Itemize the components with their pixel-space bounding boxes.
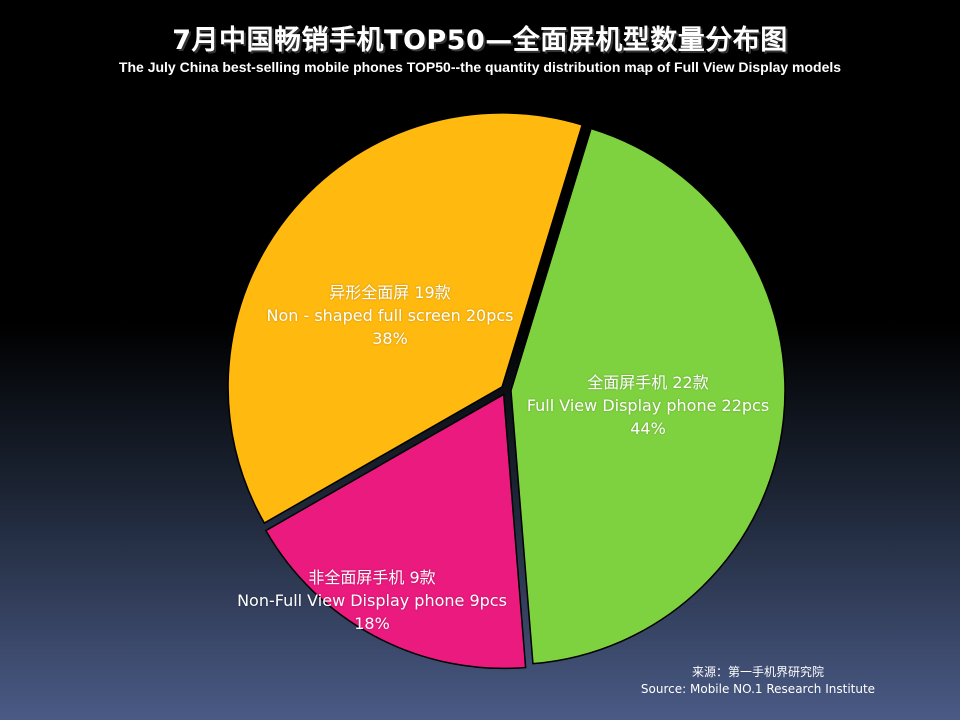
slice-label-full-view-en: Full View Display phone 22pcs	[526, 396, 770, 415]
slice-label-non-shaped-cn: 异形全面屏 19款	[329, 283, 451, 302]
slice-label-non-shaped-en: Non - shaped full screen 20pcs	[266, 306, 514, 325]
slice-label-full-view-percent: 44%	[630, 419, 666, 438]
slice-label-non-full-view-en: Non-Full View Display phone 9pcs	[237, 591, 507, 610]
chart-title: 7月中国畅销手机TOP50—全面屏机型数量分布图	[172, 25, 788, 56]
slice-label-non-full-view: 非全面屏手机 9款 Non-Full View Display phone 9p…	[202, 566, 542, 635]
slice-label-non-shaped-percent: 38%	[372, 329, 408, 348]
slice-label-full-view-cn: 全面屏手机 22款	[587, 373, 709, 392]
chart-subtitle: The July China best-selling mobile phone…	[118, 59, 842, 75]
source-note-cn: 来源：第一手机界研究院	[691, 665, 824, 679]
slice-label-non-full-view-percent: 18%	[354, 614, 390, 633]
pie-slice-non-full-view	[264, 393, 527, 670]
pie-slice-full-view	[510, 127, 786, 665]
source-note-en: Source: Mobile NO.1 Research Institute	[640, 682, 876, 696]
slice-label-non-shaped: 异形全面屏 19款 Non - shaped full screen 20pcs…	[220, 281, 560, 350]
slice-label-non-full-view-cn: 非全面屏手机 9款	[308, 568, 436, 587]
slice-label-full-view: 全面屏手机 22款 Full View Display phone 22pcs …	[478, 371, 818, 440]
pie-slice-non-shaped	[227, 112, 584, 525]
source-note: 来源：第一手机界研究院 Source: Mobile NO.1 Research…	[600, 664, 916, 698]
